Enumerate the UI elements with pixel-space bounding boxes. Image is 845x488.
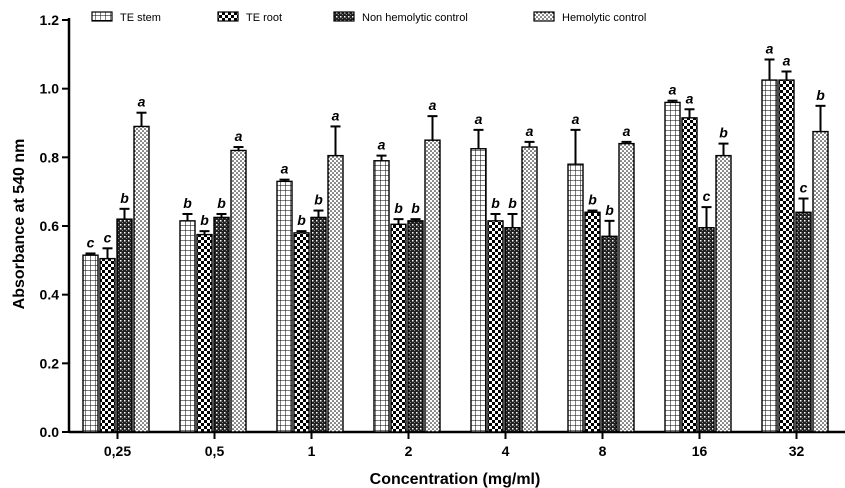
bar — [390, 223, 407, 433]
y-tick-label: 1.0 — [40, 81, 60, 97]
legend-swatch — [333, 11, 355, 22]
bar — [116, 218, 133, 433]
y-tick-label: 0.8 — [40, 149, 60, 165]
legend-swatch — [533, 11, 555, 22]
significance-label: a — [686, 90, 694, 106]
x-tick-label: 0,25 — [104, 443, 131, 459]
legend-label: TE stem — [120, 12, 161, 24]
significance-label: c — [87, 234, 95, 250]
legend: TE stem TE root Non hemolytic control Hemol… — [91, 11, 646, 24]
bar — [618, 142, 635, 433]
significance-label: a — [572, 111, 580, 127]
bar — [698, 227, 715, 433]
significance-label: b — [183, 195, 192, 211]
y-tick-label: 0.4 — [40, 287, 60, 303]
bar — [276, 180, 293, 433]
significance-label: b — [314, 192, 323, 208]
bar — [715, 154, 732, 433]
significance-label: c — [703, 188, 711, 204]
x-tick-label: 4 — [502, 443, 510, 459]
bar — [521, 146, 538, 433]
bar — [812, 130, 829, 433]
bar — [310, 216, 327, 433]
significance-label: a — [526, 123, 534, 139]
bar — [213, 216, 230, 433]
significance-label: b — [508, 195, 517, 211]
y-tick-label: 0.6 — [40, 218, 60, 234]
significance-label: a — [138, 94, 146, 110]
bar — [504, 227, 521, 433]
bar — [601, 235, 618, 433]
significance-label: b — [217, 195, 226, 211]
significance-label: b — [816, 87, 825, 103]
y-tick-label: 0.0 — [40, 424, 60, 440]
significance-label: a — [281, 161, 289, 177]
x-tick-label: 16 — [692, 443, 708, 459]
bar — [293, 232, 310, 433]
y-tick-label: 0.2 — [40, 355, 60, 371]
bar — [133, 125, 150, 433]
bar — [487, 220, 504, 433]
significance-label: a — [766, 40, 774, 56]
bar — [327, 154, 344, 433]
significance-label: c — [800, 180, 808, 196]
x-tick-label: 0,5 — [205, 443, 225, 459]
significance-label: b — [200, 212, 209, 228]
legend-swatch — [91, 11, 113, 22]
significance-label: a — [429, 97, 437, 113]
significance-label: b — [297, 212, 306, 228]
significance-label: b — [411, 200, 420, 216]
y-axis: 0.0 0.2 0.4 0.6 0.8 1.0 1.2 — [40, 12, 71, 440]
bar — [761, 79, 778, 433]
x-axis: 0,25 0,5 1 2 4 8 16 32 — [69, 430, 845, 459]
y-tick-label: 1.2 — [40, 12, 60, 28]
legend-label: Hemolytic control — [562, 12, 646, 24]
x-tick-label: 1 — [308, 443, 316, 459]
x-axis-title: Concentration (mg/ml) — [370, 471, 541, 488]
significance-label: b — [491, 195, 500, 211]
bar — [99, 257, 116, 433]
significance-label: a — [378, 137, 386, 153]
x-tick-label: 32 — [789, 443, 805, 459]
bar — [424, 139, 441, 433]
x-tick-label: 8 — [599, 443, 607, 459]
significance-label: c — [104, 229, 112, 245]
significance-label: b — [394, 200, 403, 216]
bar — [407, 220, 424, 433]
significance-label: a — [332, 107, 340, 123]
bar — [681, 117, 698, 433]
significance-label: b — [120, 190, 129, 206]
bar — [778, 79, 795, 433]
significance-label: a — [783, 53, 791, 69]
bar — [664, 101, 681, 433]
bar — [373, 160, 390, 433]
y-axis-title: Absorbance at 540 nm — [11, 139, 28, 310]
significance-label: a — [669, 82, 677, 98]
bar — [179, 220, 196, 433]
bar — [584, 211, 601, 433]
significance-label: b — [719, 125, 728, 141]
legend-swatch — [217, 11, 239, 22]
significance-label: a — [475, 111, 483, 127]
bar — [470, 148, 487, 433]
legend-label: TE root — [246, 12, 282, 24]
significance-label: a — [235, 128, 243, 144]
x-tick-label: 2 — [405, 443, 413, 459]
bar — [82, 254, 99, 433]
bar — [230, 149, 247, 433]
bar — [567, 163, 584, 433]
significance-label: b — [605, 202, 614, 218]
significance-label: a — [623, 123, 631, 139]
significance-label: b — [588, 192, 597, 208]
bar — [795, 211, 812, 433]
bar — [196, 233, 213, 433]
legend-label: Non hemolytic control — [362, 12, 468, 24]
